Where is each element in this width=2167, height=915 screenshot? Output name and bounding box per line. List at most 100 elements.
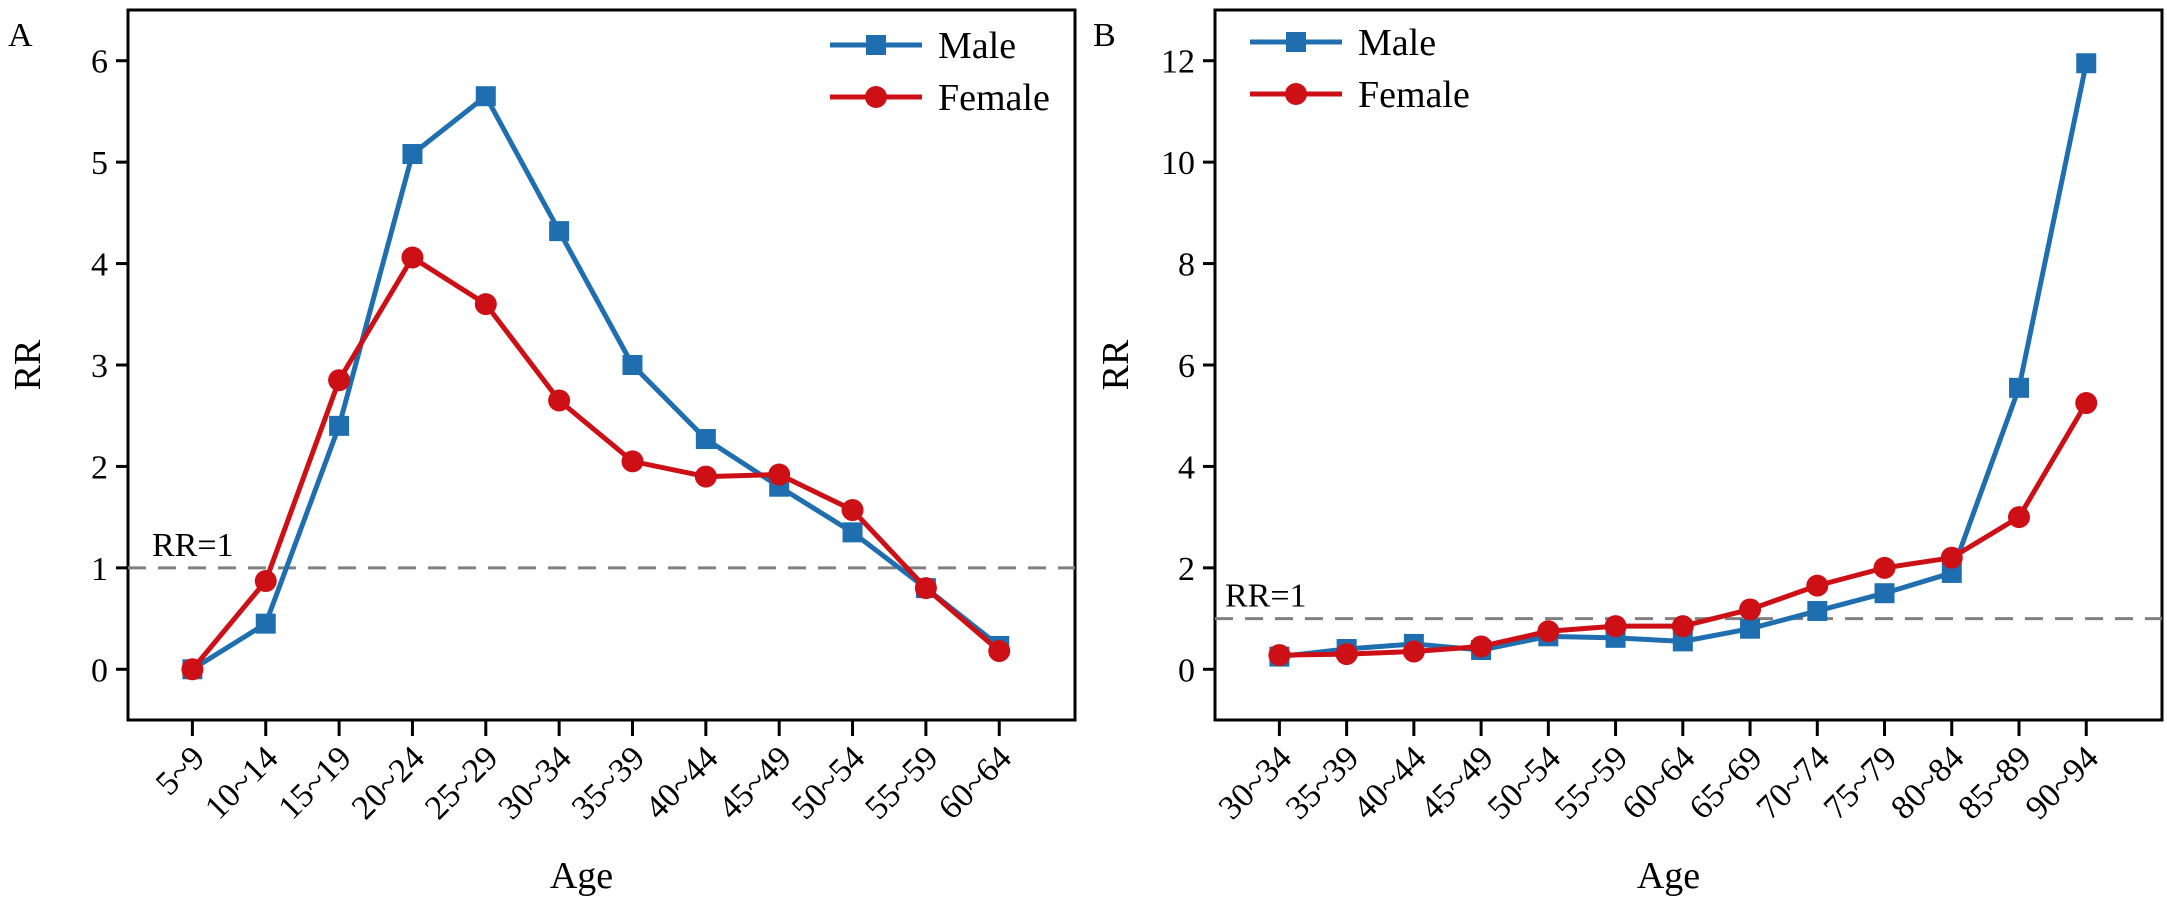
panel-b-x-tick-label: 65~69	[1682, 739, 1769, 826]
panel-a-series-female-line	[190, 254, 1001, 671]
panel-a-series-female-point	[254, 570, 277, 593]
panel-a-x-tick-label: 5~9	[149, 739, 212, 802]
panel-b-x-tick-label: 50~54	[1481, 739, 1568, 826]
panel-a-series-female-point	[694, 465, 717, 488]
panel-b-y-tick-label: 6	[1178, 348, 1195, 385]
panel-b-y-tick-label: 12	[1161, 44, 1195, 81]
panel-a-panel-label: A	[8, 17, 33, 54]
panel-a-x-tick-label: 25~29	[418, 739, 505, 826]
panel-a-series-male-point	[402, 144, 423, 165]
panel-b-plot-frame	[1213, 8, 2164, 722]
panel-b-series-female-point	[2075, 392, 2098, 415]
panel-b-y-tick-label: 4	[1178, 449, 1195, 486]
panel-a-x-axis-label: Age	[550, 855, 613, 897]
panel-a-series-male-line	[191, 93, 1001, 672]
panel-a-series-female-point	[841, 499, 864, 522]
panel-a-x-tick-label: 60~64	[932, 739, 1019, 826]
panel-a-x-tick-label: 45~49	[712, 739, 799, 826]
panel-b-series-female-point	[1873, 556, 1896, 579]
panel-b-series-male-point	[1874, 583, 1895, 604]
panel-b-series-female-point	[1739, 598, 1762, 621]
panel-b-series-female-point	[1671, 615, 1694, 638]
panel-b-x-tick-label: 45~49	[1414, 739, 1501, 826]
panel-b-series-male-line	[1279, 62, 2089, 660]
panel-b-series-male-point	[1941, 562, 1962, 583]
panel-a-legend-female-label: Female	[938, 77, 1050, 119]
panel-a-series-male-point	[622, 355, 643, 375]
panel-a-series-female-point	[768, 463, 791, 486]
panel-b-x-axis-label: Age	[1637, 855, 1700, 897]
panel-b-series-female-point	[1604, 615, 1627, 638]
panel-b-legend-male-label: Male	[1358, 22, 1436, 64]
panel-b-series-female-point	[1268, 644, 1291, 667]
panel-b-y-tick-label: 2	[1178, 551, 1195, 588]
panel-b-x-tick-label: 80~84	[1884, 739, 1971, 826]
panel-b-series-female-point	[1402, 640, 1425, 663]
panel-a-series-male-point	[329, 415, 350, 436]
panel-a-series-female-point	[548, 389, 571, 412]
panel-a-series-male-point	[842, 522, 863, 543]
panel-a-y-axis-label: RR	[7, 339, 49, 390]
panel-a-x-tick-label: 55~59	[858, 739, 945, 826]
panel-b-series-male-point	[1807, 600, 1828, 621]
panel-b-series-female-point	[1806, 574, 1829, 597]
panel-b-y-tick-label: 8	[1178, 247, 1195, 284]
panel-b-x-tick-label: 55~59	[1548, 739, 1635, 826]
panel-b-series-female-point	[1335, 643, 1358, 666]
panel-a-y-tick-label: 3	[91, 348, 108, 385]
panel-b-panel-label: B	[1093, 17, 1116, 54]
panel-b-legend-female-marker	[1285, 83, 1307, 105]
panel-b-series-female-point	[1537, 620, 1560, 643]
panel-a-y-tick-label: 0	[91, 652, 108, 689]
panel-b-series-male-point	[1672, 631, 1693, 652]
panel-a-series-female-point	[328, 369, 351, 392]
panel-a-series-female-point	[988, 640, 1011, 663]
panel-a-x-tick-label: 50~54	[785, 739, 872, 826]
panel-a-x-tick-label: 40~44	[638, 739, 725, 826]
panel-b-x-tick-label: 40~44	[1346, 739, 1433, 826]
panel-b-series-male-point	[2076, 53, 2097, 74]
panel-a-series-male-point	[255, 613, 276, 634]
panel-b-x-tick-label: 30~34	[1212, 739, 1299, 826]
panel-b-reference-label: RR=1	[1225, 578, 1307, 615]
panel-b-legend-female-label: Female	[1358, 74, 1470, 116]
panel-a-x-tick-label: 30~34	[492, 739, 579, 826]
panel-b-x-tick-label: 85~89	[1951, 739, 2038, 826]
panel-b-y-axis-label: RR	[1095, 339, 1137, 390]
panel-b-series-female-point	[1470, 635, 1493, 658]
panel-a-y-tick-label: 5	[91, 145, 108, 182]
panel-a-series-male-point	[695, 429, 716, 450]
panel-a-series-female-point	[914, 577, 937, 600]
panel-b-x-tick-label: 60~64	[1615, 739, 1702, 826]
panel-a-x-tick-label: 35~39	[565, 739, 652, 826]
panel-a-y-tick-label: 6	[91, 44, 108, 81]
panel-b-series-female-point	[2008, 506, 2031, 529]
panel-b-x-tick-label: 35~39	[1279, 739, 1366, 826]
panel-b-y-tick-label: 0	[1178, 652, 1195, 689]
panel-a-x-tick-label: 20~24	[345, 739, 432, 826]
panel-a-y-tick-label: 4	[91, 247, 108, 284]
panel-b-x-tick-label: 75~79	[1817, 739, 1904, 826]
panel-a-legend-male-marker	[866, 35, 886, 55]
panel-a-series-female-point	[474, 293, 497, 316]
panel-b-series-male-point	[2009, 377, 2030, 398]
panel-b-y-tick-label: 10	[1161, 145, 1195, 182]
panel-a-series-female-point	[181, 658, 204, 681]
panel-a-reference-label: RR=1	[152, 527, 234, 564]
panel-a-series-male-point	[549, 221, 570, 242]
panel-b-x-tick-label: 90~94	[2019, 739, 2106, 826]
panel-b-x-tick-label: 70~74	[1750, 739, 1837, 826]
panel-b-series-female-point	[1940, 546, 1963, 569]
panel-a-x-tick-label: 15~19	[271, 739, 358, 826]
panel-a-series-female-point	[401, 246, 424, 269]
panel-a-series-female-point	[621, 450, 644, 473]
panel-a-x-tick-label: 10~14	[198, 739, 285, 826]
panel-b-legend-male-marker	[1286, 32, 1306, 52]
panel-a-y-tick-label: 1	[91, 551, 108, 588]
panel-b-series-male-point	[1740, 618, 1761, 639]
panel-a-legend-female-marker	[865, 86, 887, 108]
panel-a-legend-male-label: Male	[938, 25, 1016, 67]
panel-a-y-tick-label: 2	[91, 449, 108, 486]
